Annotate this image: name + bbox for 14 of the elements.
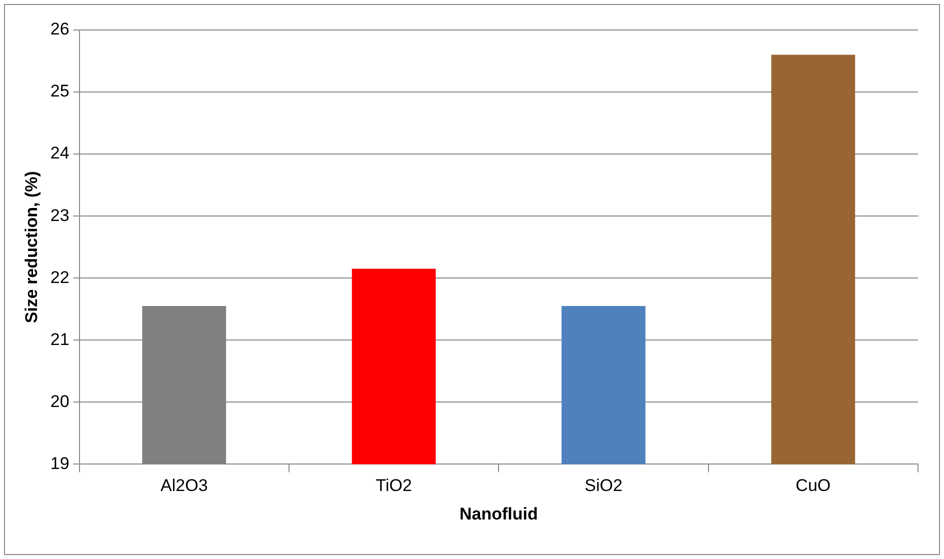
- y-tick-label: 19: [50, 454, 70, 473]
- y-tick-label: 25: [50, 82, 70, 101]
- y-tick-label: 21: [50, 330, 70, 349]
- y-tick-label: 20: [50, 392, 70, 411]
- x-tick-label: SiO2: [584, 476, 622, 496]
- y-axis-title: Size reduction, (%): [22, 171, 41, 324]
- x-tick-label: TiO2: [376, 476, 412, 496]
- y-tick-label: 22: [50, 268, 70, 287]
- x-axis-title: Nanofluid: [459, 504, 538, 524]
- y-tick-label: 26: [50, 20, 70, 39]
- x-tick-label: Al2O3: [160, 476, 208, 496]
- x-tick-label: CuO: [796, 476, 831, 496]
- y-tick-label: 23: [50, 206, 70, 225]
- y-tick-label: 24: [50, 144, 70, 163]
